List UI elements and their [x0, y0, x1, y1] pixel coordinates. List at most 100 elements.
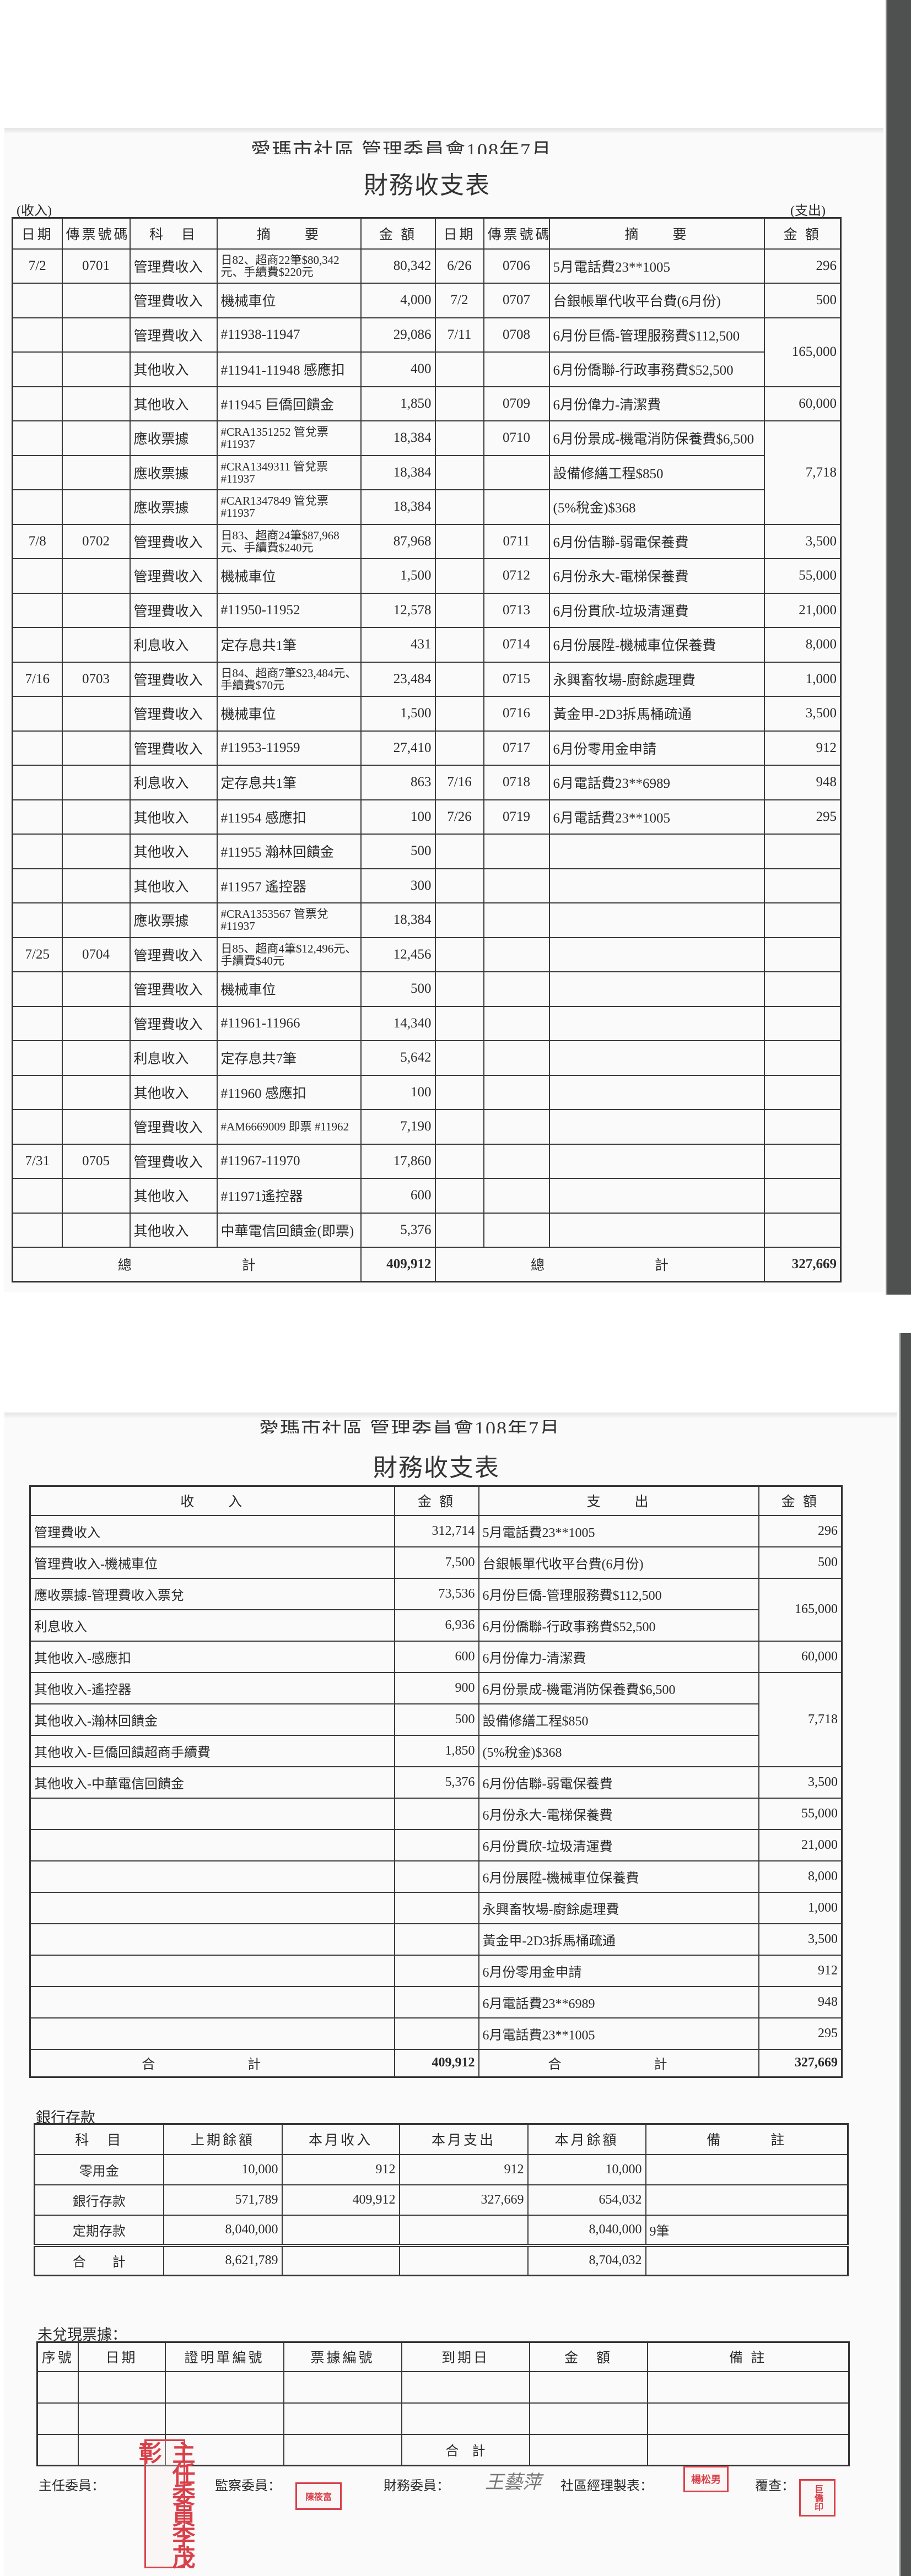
income-amount: 80,342 [360, 248, 436, 284]
expense-item: 6月份僑聯-行政事務費$52,500 [478, 1609, 759, 1642]
income-date: 7/2 [12, 248, 63, 284]
expense-amount: 60,000 [758, 1640, 843, 1673]
column-header: 金 額 [763, 217, 842, 250]
bank-balance-table: 科 目上期餘額 本月收入 本月支出 本月餘額備 註 零用金 10,000 912 912 10… [34, 2123, 849, 2276]
empty-cell [77, 2402, 166, 2435]
ledger-row: 管理費收入 #11950-11952 12,578 0713 6月份貫欣-垃圾清運費 21… [12, 592, 842, 628]
total-income-amount: 409,912 [360, 1247, 436, 1282]
column-header: 金 額 [360, 217, 436, 250]
account-name: 銀行存款 [34, 2184, 164, 2216]
income-description: #11957 遙控器 [216, 868, 362, 903]
empty-cell [393, 1891, 479, 1924]
income-amount: 73,536 [393, 1577, 479, 1610]
expense-item: 6月份零用金申請 [478, 1954, 759, 1987]
total-expense-amount: 327,669 [763, 1247, 842, 1282]
summary-row: 永興畜牧場-廚餘處理費 1,000 [29, 1891, 843, 1924]
expense-section-label: (支出) [790, 204, 826, 218]
expense-amount: 8,000 [758, 1860, 843, 1893]
total-char: 計 [655, 1258, 669, 1273]
month-expense: 327,669 [398, 2184, 529, 2216]
income-date [12, 730, 63, 766]
income-subject: 應收票據 [129, 454, 218, 490]
income-date: 7/16 [12, 661, 63, 697]
expense-date [434, 730, 484, 766]
income-amount: 12,578 [360, 592, 436, 628]
income-subject: 管理費收入 [129, 696, 218, 732]
income-voucher-no [61, 902, 131, 938]
income-description: 機械車位 [216, 283, 362, 318]
income-item: 其他收入-遙控器 [29, 1671, 395, 1704]
expense-amount: 165,000 [763, 317, 842, 387]
remarks [645, 2184, 849, 2216]
expense-item: 6月份佶聯-弱電保養費 [478, 1766, 759, 1799]
income-voucher-no [61, 420, 131, 456]
ledger-row: 管理費收入 #11953-11959 27,410 0717 6月份零用金申請 912 [12, 730, 842, 766]
expense-amount: 8,000 [763, 627, 842, 663]
income-date [12, 627, 63, 663]
income-amount: 17,860 [360, 1143, 436, 1179]
empty-cell [29, 1985, 395, 2018]
ledger-row: 管理費收入 機械車位 500 [12, 971, 842, 1007]
column-header: 到期日 [401, 2341, 530, 2372]
income-amount: 5,376 [360, 1212, 436, 1248]
column-header: 科 目 [129, 217, 218, 250]
income-description: 日84、超商7筆$23,484元、手續費$70元 [216, 661, 362, 697]
empty-cell [29, 1860, 395, 1893]
ledger-row: 其他收入 中華電信回饋金(即票) 5,376 [12, 1212, 842, 1248]
summary-row: 6月電話費23**1005 295 [29, 2017, 843, 2050]
bank-total-row: 合 計 8,621,789 8,704,032 [34, 2244, 849, 2276]
income-date [12, 971, 63, 1007]
income-subject: 管理費收入 [129, 1143, 218, 1179]
income-description: #11938-11947 [216, 317, 362, 353]
income-voucher-no [61, 1074, 131, 1110]
income-subject: 利息收入 [129, 627, 218, 663]
income-subject: 管理費收入 [129, 1109, 218, 1145]
income-voucher-no [61, 799, 131, 835]
empty-cell [646, 2433, 850, 2466]
expense-date [434, 454, 484, 490]
expense-amount: 1,000 [758, 1891, 843, 1924]
expense-voucher-no: 0710 [483, 420, 550, 456]
income-subject: 管理費收入 [129, 283, 218, 318]
header-row: 科 目上期餘額 本月收入 本月支出 本月餘額備 註 [34, 2123, 849, 2155]
income-amount: 1,500 [360, 558, 436, 594]
empty-cell [393, 2017, 479, 2050]
income-amount: 600 [360, 1178, 436, 1214]
column-header: 本月餘額 [527, 2123, 646, 2155]
column-header: 票據編號 [283, 2341, 402, 2372]
empty-cell [483, 937, 550, 972]
income-item: 其他收入-巨僑回饋超商手續費 [29, 1734, 395, 1767]
income-amount: 6,936 [393, 1609, 479, 1642]
empty-cell [393, 1860, 479, 1893]
ledger-row: 利息收入 定存息共7筆 5,642 [12, 1040, 842, 1076]
income-subject: 其他收入 [129, 868, 218, 903]
income-description: #11967-11970 [216, 1143, 362, 1179]
empty-cell [646, 2402, 850, 2435]
expense-item: 永興畜牧場-廚餘處理費 [478, 1891, 759, 1924]
income-amount: 100 [360, 1074, 436, 1110]
income-subject: 管理費收入 [129, 730, 218, 766]
expense-description: 6月份巨僑-管理服務費$112,500 [548, 317, 765, 353]
income-amount: 100 [360, 799, 436, 835]
expense-voucher-no: 0718 [483, 765, 550, 800]
expense-voucher-no: 0716 [483, 696, 550, 732]
empty-cell [548, 1143, 765, 1179]
empty-cell [401, 2371, 530, 2404]
income-amount: 4,000 [360, 283, 436, 318]
income-amount: 5,642 [360, 1040, 436, 1076]
empty-cell [646, 2371, 850, 2404]
income-amount: 1,850 [360, 386, 436, 421]
column-header: 傳票號碼 [483, 217, 550, 250]
supervisor-seal-stamp: 陳筱富 [295, 2482, 342, 2510]
income-date [12, 868, 63, 903]
empty-cell [548, 1040, 765, 1076]
expense-amount: 21,000 [763, 592, 842, 628]
income-amount: 29,086 [360, 317, 436, 353]
expense-amount: 500 [763, 283, 842, 318]
expense-description: 6月電話費23**1005 [548, 799, 765, 835]
column-header: 科 目 [34, 2123, 164, 2155]
income-amount: 18,384 [360, 902, 436, 938]
income-description: #11955 瀚林回饋金 [216, 834, 362, 869]
income-voucher-no [61, 558, 131, 594]
income-voucher-no [61, 1005, 131, 1041]
